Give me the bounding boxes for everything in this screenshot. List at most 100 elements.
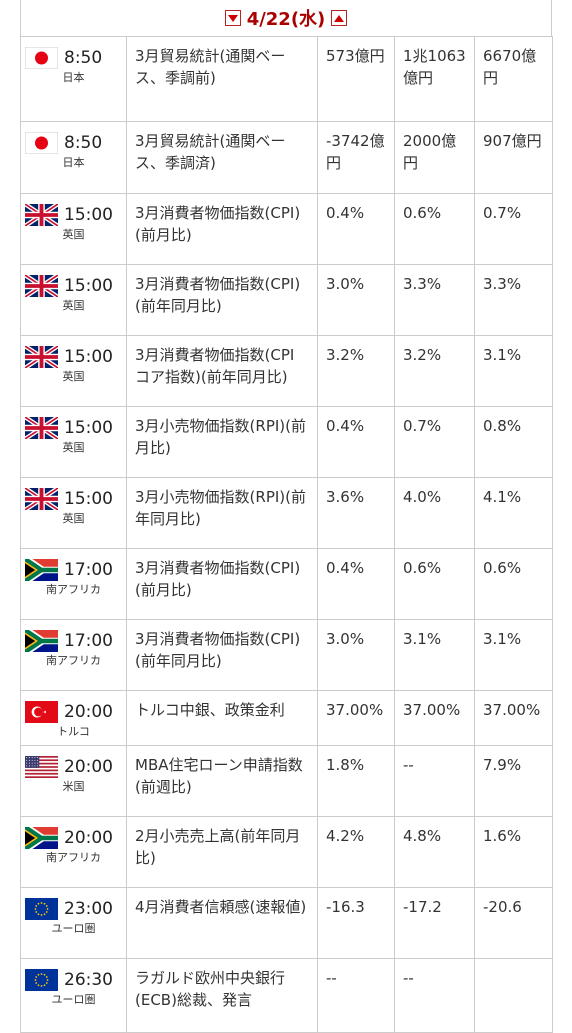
- previous-value: 907億円: [474, 121, 553, 194]
- forecast-value: 0.6%: [394, 193, 475, 265]
- actual-value: 37.00%: [317, 690, 395, 746]
- time-cell: 20:00 米国: [20, 745, 127, 817]
- forecast-value: --: [394, 745, 475, 817]
- time-cell: 26:30 ユーロ圏: [20, 958, 127, 1033]
- forecast-value: 3.1%: [394, 619, 475, 691]
- actual-value: -3742億円: [317, 121, 395, 194]
- calendar-row: 15:00 英国 3月小売物価指数(RPI)(前月比) 0.4% 0.7% 0.…: [20, 406, 553, 478]
- previous-value: 0.7%: [474, 193, 553, 265]
- forecast-value: 4.8%: [394, 816, 475, 888]
- south-africa-flag-icon: [25, 827, 58, 849]
- event-name: 3月小売物価指数(RPI)(前年同月比): [126, 477, 318, 549]
- actual-value: -16.3: [317, 887, 395, 959]
- calendar-row: 8:50 日本 3月貿易統計(通関ベース、季調前) 573億円 1兆1063億円…: [20, 36, 553, 122]
- event-time: 15:00: [64, 205, 113, 225]
- time-cell: 8:50 日本: [20, 36, 127, 122]
- turkey-flag-icon: [25, 701, 58, 723]
- actual-value: 3.0%: [317, 619, 395, 691]
- forecast-value: 3.2%: [394, 335, 475, 407]
- uk-flag-icon: [25, 204, 58, 226]
- calendar-row: 8:50 日本 3月貿易統計(通関ベース、季調済) -3742億円 2000億円…: [20, 121, 553, 194]
- country-label: 日本: [62, 156, 85, 169]
- time-cell: 15:00 英国: [20, 193, 127, 265]
- forecast-value: --: [394, 958, 475, 1033]
- next-day-down-arrow-icon[interactable]: [224, 10, 241, 26]
- time-cell: 15:00 英国: [20, 477, 127, 549]
- previous-value: 3.1%: [474, 335, 553, 407]
- previous-value: 37.00%: [474, 690, 553, 746]
- date-navigation: 4/22(水): [20, 0, 552, 36]
- forecast-value: 37.00%: [394, 690, 475, 746]
- country-label: 英国: [62, 370, 85, 383]
- calendar-row: 20:00 トルコ トルコ中銀、政策金利 37.00% 37.00% 37.00…: [20, 690, 553, 746]
- actual-value: 0.4%: [317, 193, 395, 265]
- us-flag-icon: [25, 756, 58, 778]
- event-name: 3月消費者物価指数(CPI)(前月比): [126, 548, 318, 620]
- time-cell: 20:00 南アフリカ: [20, 816, 127, 888]
- country-label: 英国: [62, 228, 85, 241]
- event-time: 15:00: [64, 489, 113, 509]
- time-cell: 23:00 ユーロ圏: [20, 887, 127, 959]
- previous-value: 3.3%: [474, 264, 553, 336]
- time-cell: 17:00 南アフリカ: [20, 548, 127, 620]
- calendar-table: 8:50 日本 3月貿易統計(通関ベース、季調前) 573億円 1兆1063億円…: [20, 36, 553, 1033]
- country-label: 英国: [62, 299, 85, 312]
- uk-flag-icon: [25, 488, 58, 510]
- forecast-value: 4.0%: [394, 477, 475, 549]
- country-label: 日本: [62, 71, 85, 84]
- event-name: 4月消費者信頼感(速報値): [126, 887, 318, 959]
- forecast-value: 1兆1063億円: [394, 36, 475, 122]
- event-time: 23:00: [64, 899, 113, 919]
- previous-value: 7.9%: [474, 745, 553, 817]
- forecast-value: 0.6%: [394, 548, 475, 620]
- event-time: 8:50: [64, 48, 103, 68]
- time-cell: 20:00 トルコ: [20, 690, 127, 746]
- time-cell: 8:50 日本: [20, 121, 127, 194]
- date-label: 4/22(水): [246, 9, 326, 30]
- country-label: ユーロ圏: [51, 993, 96, 1006]
- event-time: 20:00: [64, 702, 113, 722]
- previous-value: 4.1%: [474, 477, 553, 549]
- country-label: 南アフリカ: [46, 654, 101, 667]
- calendar-row: 17:00 南アフリカ 3月消費者物価指数(CPI)(前月比) 0.4% 0.6…: [20, 548, 553, 620]
- forecast-value: -17.2: [394, 887, 475, 959]
- event-name: 3月消費者物価指数(CPI)(前年同月比): [126, 619, 318, 691]
- country-label: 米国: [62, 780, 85, 793]
- calendar-row: 23:00 ユーロ圏 4月消費者信頼感(速報値) -16.3 -17.2 -20…: [20, 887, 553, 959]
- japan-flag-icon: [25, 132, 58, 154]
- actual-value: 573億円: [317, 36, 395, 122]
- previous-value: -20.6: [474, 887, 553, 959]
- calendar-row: 15:00 英国 3月小売物価指数(RPI)(前年同月比) 3.6% 4.0% …: [20, 477, 553, 549]
- event-time: 15:00: [64, 276, 113, 296]
- event-name: 3月消費者物価指数(CPI)(前年同月比): [126, 264, 318, 336]
- country-label: トルコ: [57, 725, 90, 738]
- time-cell: 15:00 英国: [20, 406, 127, 478]
- actual-value: 3.0%: [317, 264, 395, 336]
- event-time: 17:00: [64, 631, 113, 651]
- actual-value: 1.8%: [317, 745, 395, 817]
- uk-flag-icon: [25, 346, 58, 368]
- country-label: 南アフリカ: [46, 583, 101, 596]
- event-name: 3月小売物価指数(RPI)(前月比): [126, 406, 318, 478]
- actual-value: 0.4%: [317, 406, 395, 478]
- calendar-row: 17:00 南アフリカ 3月消費者物価指数(CPI)(前年同月比) 3.0% 3…: [20, 619, 553, 691]
- japan-flag-icon: [25, 47, 58, 69]
- time-cell: 17:00 南アフリカ: [20, 619, 127, 691]
- event-name: MBA住宅ローン申請指数(前週比): [126, 745, 318, 817]
- actual-value: 3.6%: [317, 477, 395, 549]
- forecast-value: 2000億円: [394, 121, 475, 194]
- event-name: 3月貿易統計(通関ベース、季調済): [126, 121, 318, 194]
- event-name: 3月貿易統計(通関ベース、季調前): [126, 36, 318, 122]
- country-label: ユーロ圏: [51, 922, 96, 935]
- country-label: 英国: [62, 441, 85, 454]
- event-name: 2月小売売上高(前年同月比): [126, 816, 318, 888]
- event-time: 20:00: [64, 757, 113, 777]
- actual-value: 0.4%: [317, 548, 395, 620]
- prev-day-up-arrow-icon[interactable]: [331, 10, 348, 26]
- eu-flag-icon: [25, 898, 58, 920]
- previous-value: 1.6%: [474, 816, 553, 888]
- calendar-row: 15:00 英国 3月消費者物価指数(CPIコア指数)(前年同月比) 3.2% …: [20, 335, 553, 407]
- calendar-row: 26:30 ユーロ圏 ラガルド欧州中央銀行(ECB)総裁、発言 -- --: [20, 958, 553, 1033]
- previous-value: 0.8%: [474, 406, 553, 478]
